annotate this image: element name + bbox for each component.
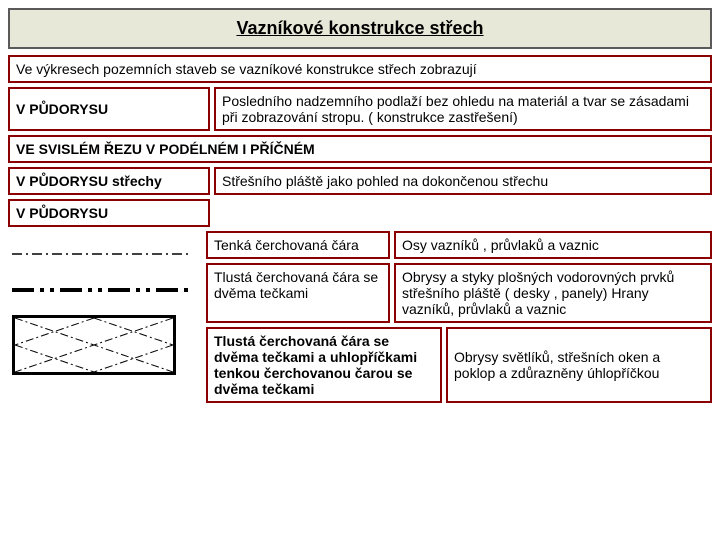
- thin-dash-line-icon: [12, 243, 202, 265]
- legend-area: Tenká čerchovaná čára Osy vazníků , prův…: [8, 231, 712, 403]
- intro-text: Ve výkresech pozemních staveb se vazníko…: [8, 55, 712, 83]
- legend-row-1: Tenká čerchovaná čára Osy vazníků , prův…: [206, 231, 712, 259]
- legend-r1-right: Osy vazníků , průvlaků a vaznic: [394, 231, 712, 259]
- row-pudorysu-1: V PŮDORYSU Posledního nadzemního podlaží…: [8, 87, 712, 131]
- row3-label: V PŮDORYSU střechy: [8, 167, 210, 195]
- legend-r2-right: Obrysy a styky plošných vodorovných prvk…: [394, 263, 712, 323]
- legend-r1-left: Tenká čerchovaná čára: [206, 231, 390, 259]
- page-title: Vazníkové konstrukce střech: [8, 8, 712, 49]
- legend-row-2: Tlustá čerchovaná čára se dvěma tečkami …: [206, 263, 712, 323]
- row1-label: V PŮDORYSU: [8, 87, 210, 131]
- legend-r3-right: Obrysy světlíků, střešních oken a poklop…: [446, 327, 712, 403]
- symbol-column: [8, 231, 206, 403]
- row-svislem: VE SVISLÉM ŘEZU V PODÉLNÉM I PŘÍČNÉM: [8, 135, 712, 163]
- row3-content: Střešního pláště jako pohled na dokončen…: [214, 167, 712, 195]
- legend-r2-left: Tlustá čerchovaná čára se dvěma tečkami: [206, 263, 390, 323]
- row-pudorysu-2: V PŮDORYSU: [8, 199, 712, 227]
- legend-r3-left: Tlustá čerchovaná čára se dvěma tečkami …: [206, 327, 442, 403]
- legend-row-3: Tlustá čerchovaná čára se dvěma tečkami …: [206, 327, 712, 403]
- row-pudorysu-strechy: V PŮDORYSU střechy Střešního pláště jako…: [8, 167, 712, 195]
- thick-dash-line-icon: [12, 279, 202, 301]
- row4-label: V PŮDORYSU: [8, 199, 210, 227]
- legend-text-column: Tenká čerchovaná čára Osy vazníků , prův…: [206, 231, 712, 403]
- row1-content: Posledního nadzemního podlaží bez ohledu…: [214, 87, 712, 131]
- hatch-box-icon: [12, 315, 176, 375]
